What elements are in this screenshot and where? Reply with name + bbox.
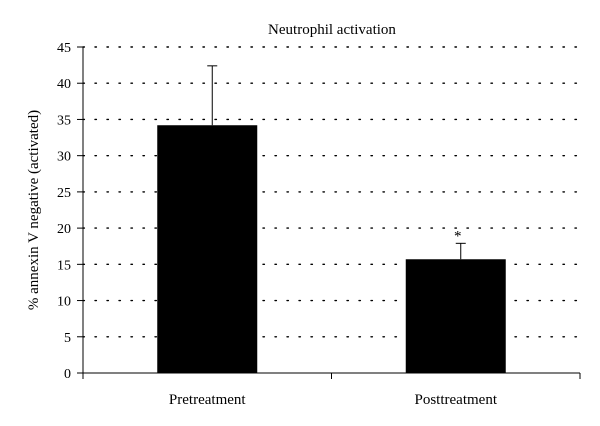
bars [157,125,506,374]
significance-marker: * [454,228,462,244]
y-tick-label: 45 [57,41,71,56]
y-tick-labels: 0 5 10 15 20 25 30 35 40 45 [57,41,71,382]
y-tick-label: 20 [57,222,71,237]
y-tick-label: 35 [57,113,71,128]
y-tick-label: 5 [64,331,71,346]
x-tick-label: Pretreatment [169,392,246,408]
error-bars [207,65,466,260]
chart-title: Neutrophil activation [268,22,396,38]
y-tick-label: 25 [57,186,71,201]
y-tick-label: 40 [57,77,71,92]
y-tick-label: 15 [57,258,71,273]
y-tick-label: 10 [57,295,71,310]
x-tick-labels: Pretreatment Posttreatment [169,392,498,408]
y-axis-label: % annexin V negative (activated) [26,110,42,310]
x-tick-label: Posttreatment [415,392,498,408]
bar [405,259,506,373]
axes [77,46,581,379]
bar [157,125,258,374]
y-tick-label: 0 [64,367,71,382]
annotations: * [454,228,462,244]
y-tick-label: 30 [57,150,71,165]
